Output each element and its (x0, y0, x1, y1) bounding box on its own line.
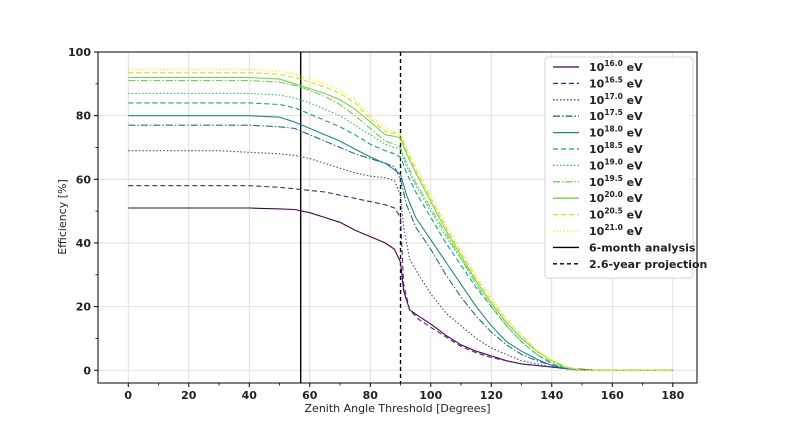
legend-base: 10 (589, 61, 605, 74)
y-tick-label: 20 (76, 301, 92, 314)
x-ticks: 0 20 40 60 80 100 120 140 160 180 (124, 383, 685, 402)
legend-base: 10 (589, 159, 605, 172)
legend-unit: eV (623, 77, 643, 90)
legend-base: 10 (589, 225, 605, 238)
x-tick-label: 180 (661, 389, 684, 402)
y-tick-label: 100 (68, 46, 91, 59)
threshold-lines (299, 52, 402, 383)
legend-label: 1017.0 eV (589, 92, 643, 107)
series-line-16.5 (128, 185, 673, 371)
legend-unit: eV (623, 61, 643, 74)
legend-label: 2.6-year projection (589, 258, 707, 271)
legend-unit: eV (623, 209, 643, 222)
legend-label: 1019.0 eV (589, 157, 643, 172)
legend-exponent: 16.0 (604, 59, 623, 68)
legend-base: 10 (589, 77, 605, 90)
x-tick-label: 160 (601, 389, 624, 402)
legend-label: 1016.0 eV (589, 59, 643, 74)
legend-unit: eV (623, 225, 643, 238)
legend-base: 10 (589, 143, 605, 156)
x-tick-label: 40 (242, 389, 258, 402)
legend-base: 10 (589, 127, 605, 140)
legend-exponent: 18.0 (604, 125, 623, 134)
legend-unit: eV (623, 176, 643, 189)
y-tick-label: 80 (76, 110, 92, 123)
y-ticks: 0 20 40 60 80 100 (68, 46, 98, 377)
series-lines (128, 68, 673, 371)
legend-label: 1018.0 eV (589, 125, 643, 140)
legend-label: 1018.5 eV (589, 141, 643, 156)
legend-unit: eV (623, 192, 643, 205)
x-tick-label: 20 (181, 389, 197, 402)
y-tick-label: 0 (83, 364, 91, 377)
legend-base: 10 (589, 209, 605, 222)
legend-exponent: 16.5 (604, 75, 623, 84)
series-line-17.0 (128, 150, 673, 371)
y-tick-label: 40 (76, 237, 92, 250)
legend-exponent: 19.5 (604, 174, 623, 183)
legend-label: 6-month analysis (589, 241, 696, 254)
x-tick-label: 120 (480, 389, 503, 402)
legend-unit: eV (623, 143, 643, 156)
legend-exponent: 18.5 (604, 141, 623, 150)
legend-exponent: 17.0 (604, 92, 623, 101)
series-line-18.0 (128, 115, 673, 371)
y-tick-label: 60 (76, 173, 92, 186)
legend-label: 1019.5 eV (589, 174, 643, 189)
series-line-19.0 (128, 92, 673, 371)
legend-label: 1020.0 eV (589, 190, 643, 205)
legend-unit: eV (623, 159, 643, 172)
x-tick-label: 100 (419, 389, 442, 402)
legend-base: 10 (589, 110, 605, 123)
x-axis-label: Zenith Angle Threshold [Degrees] (305, 402, 491, 415)
legend-label: 1020.5 eV (589, 207, 643, 222)
x-tick-label: 140 (540, 389, 563, 402)
legend-box (544, 56, 694, 279)
legend-exponent: 17.5 (604, 108, 623, 117)
legend-label: 1016.5 eV (589, 75, 643, 90)
series-line-20.5 (128, 72, 673, 371)
series-line-17.5 (128, 124, 673, 371)
legend-unit: eV (623, 127, 643, 140)
plot-frame (97, 51, 698, 384)
series-line-21.0 (128, 68, 673, 371)
series-line-19.5 (128, 80, 673, 371)
legend-unit: eV (623, 110, 643, 123)
x-tick-label: 0 (124, 389, 132, 402)
legend-base: 10 (589, 192, 605, 205)
series-line-20.0 (128, 76, 673, 371)
legend-exponent: 20.0 (604, 190, 623, 199)
legend-label: 1021.0 eV (589, 223, 643, 238)
legend-exponent: 20.5 (604, 207, 623, 216)
y-axis-label: Efficiency [%] (56, 179, 69, 255)
x-tick-label: 80 (363, 389, 379, 402)
legend-exponent: 19.0 (604, 157, 623, 166)
legend-base: 10 (589, 176, 605, 189)
x-tick-label: 60 (302, 389, 318, 402)
legend-base: 10 (589, 94, 605, 107)
legend-unit: eV (623, 94, 643, 107)
legend-exponent: 21.0 (604, 223, 623, 232)
legend-label: 1017.5 eV (589, 108, 643, 123)
